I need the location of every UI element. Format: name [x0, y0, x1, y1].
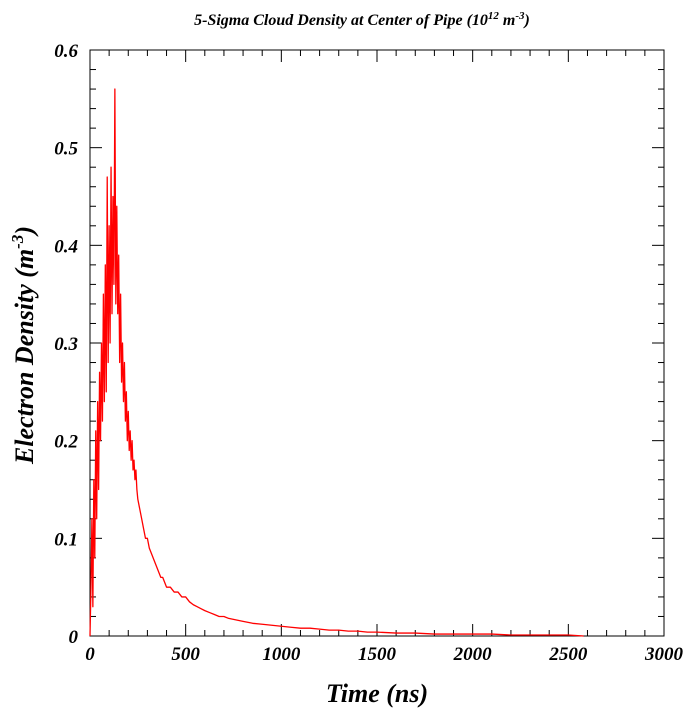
y-axis-title-exp: -3: [8, 234, 27, 249]
series-line: [89, 88, 584, 637]
tick-marks: [89, 49, 665, 637]
x-tick-label: 2500: [548, 644, 588, 665]
chart-title-mid: m: [499, 12, 515, 29]
y-tick-label: 0: [69, 627, 79, 648]
x-tick-label: 1500: [358, 644, 397, 665]
y-tick-labels: 0 0.1 0.2 0.3 0.4 0.5 0.6: [54, 41, 78, 648]
chart-title-exp1: 12: [488, 10, 500, 22]
chart-title-exp2: -3: [515, 10, 525, 22]
chart-title: 5-Sigma Cloud Density at Center of Pipe …: [194, 10, 530, 29]
y-axis-title-main: Electron Density (m: [10, 249, 39, 465]
x-axis-title: Time (ns): [326, 679, 428, 708]
y-tick-label: 0.5: [54, 139, 78, 160]
plot-frame: [89, 49, 665, 637]
x-tick-label: 3000: [644, 644, 684, 665]
series-group: [89, 88, 584, 637]
y-axis-title-end: ): [10, 226, 39, 237]
y-tick-label: 0.2: [54, 432, 78, 453]
y-tick-label: 0.1: [54, 529, 78, 550]
x-tick-label: 2000: [453, 644, 493, 665]
x-tick-labels: 0 500 1000 1500 2000 2500 3000: [85, 644, 683, 665]
chart-title-main: 5-Sigma Cloud Density at Center of Pipe …: [194, 12, 488, 29]
x-tick-label: 500: [171, 644, 200, 665]
y-tick-label: 0.3: [54, 334, 78, 355]
y-tick-label: 0.6: [54, 41, 78, 62]
y-axis-title: Electron Density (m-3): [8, 226, 39, 465]
x-tick-label: 1000: [262, 644, 301, 665]
chart-title-end: ): [523, 12, 530, 29]
x-tick-label: 0: [85, 644, 95, 665]
y-tick-label: 0.4: [54, 236, 78, 257]
